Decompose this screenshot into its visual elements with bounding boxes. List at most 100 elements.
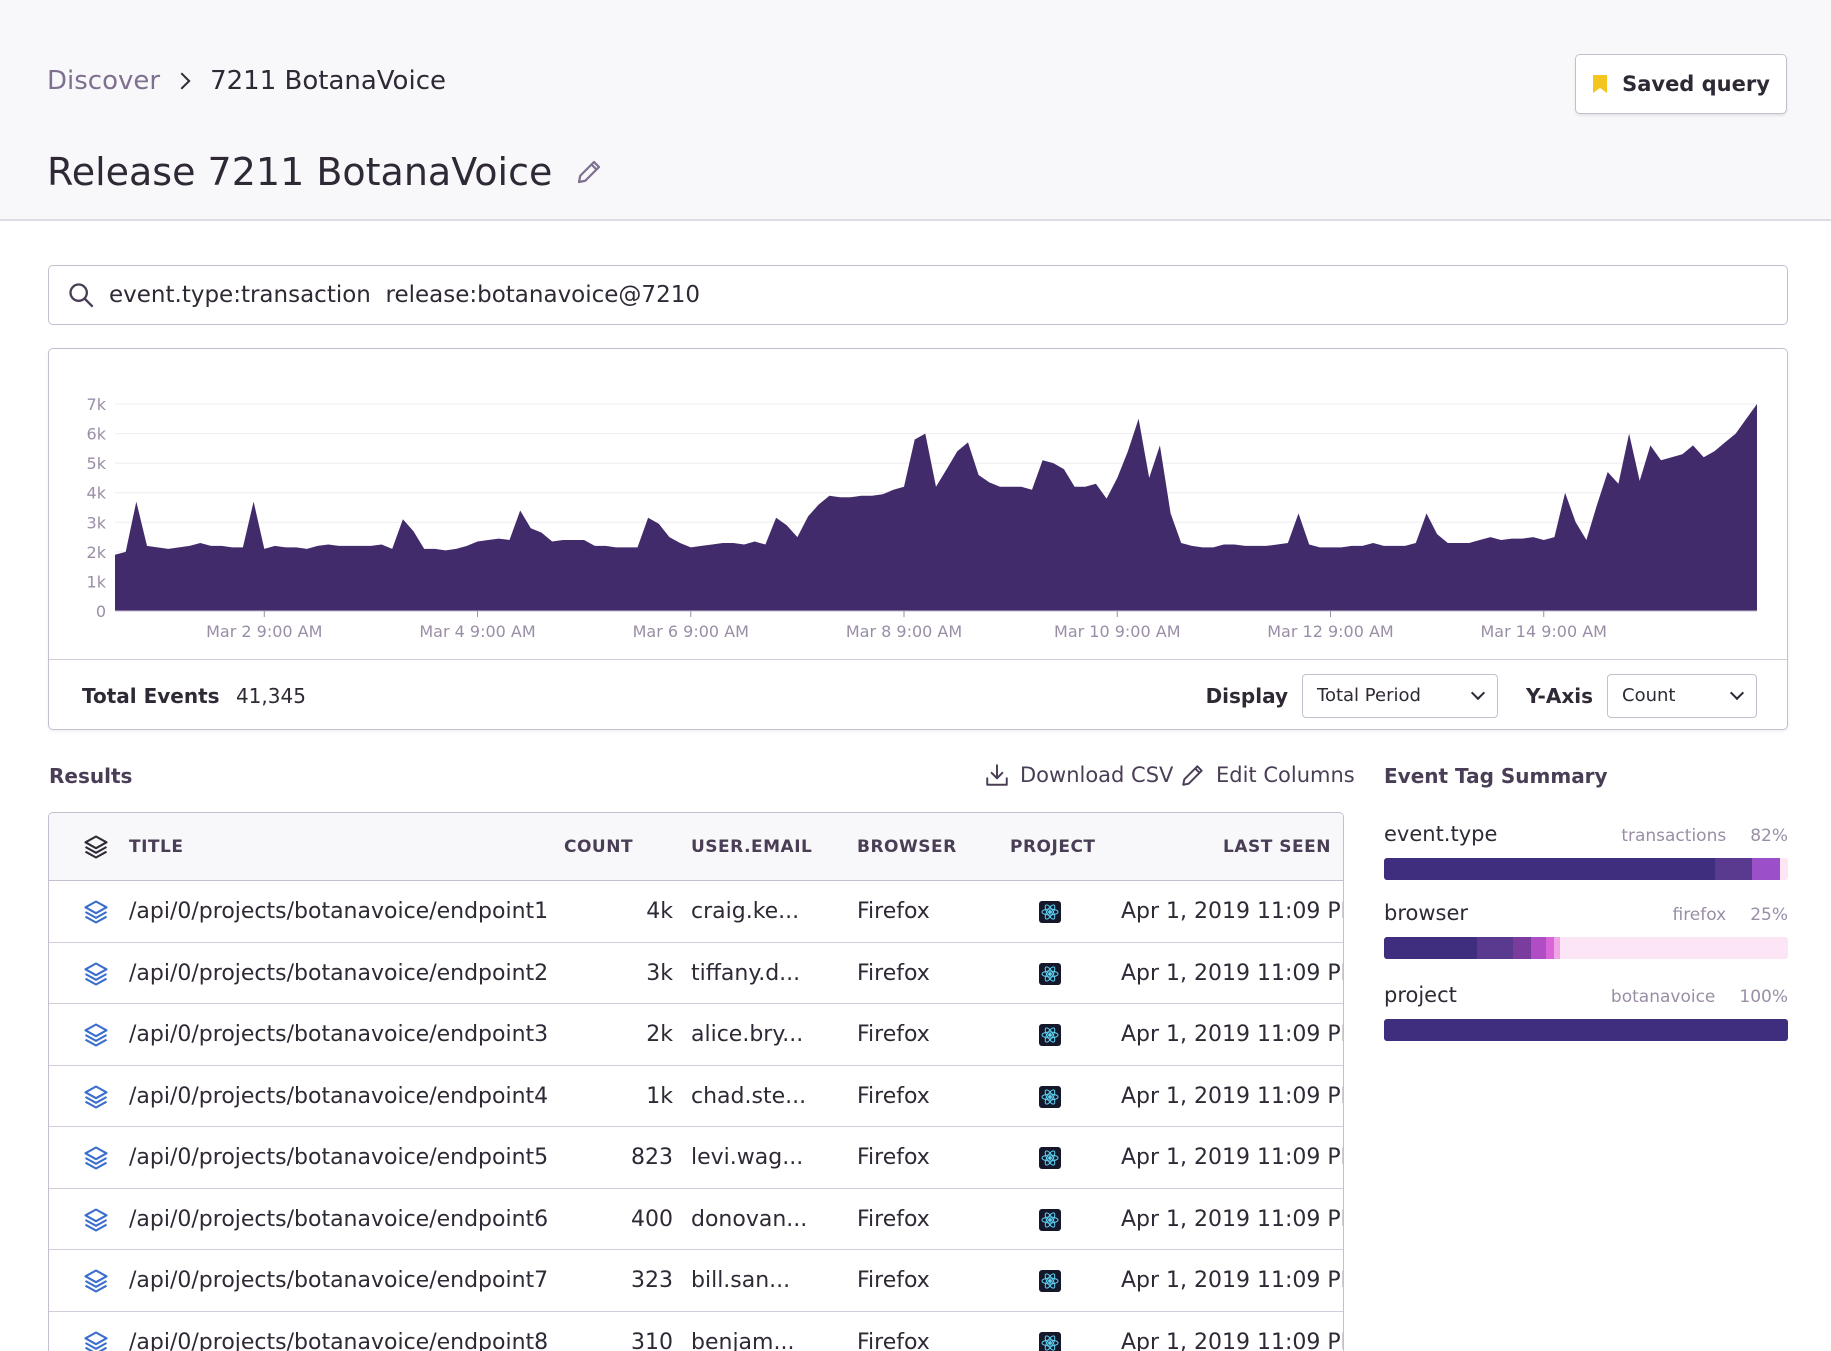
row-title-link[interactable]: /api/0/projects/botanavoice/endpoint5 <box>129 1145 549 1170</box>
x-tick-label: Mar 2 9:00 AM <box>206 622 322 641</box>
tag-key: project <box>1384 983 1457 1007</box>
pencil-icon <box>1182 765 1203 786</box>
row-last-seen: Apr 1, 2019 11:09 PM <box>1121 1145 1344 1170</box>
row-user-email: donovan... <box>691 1206 808 1232</box>
y-tick-label: 1k <box>87 572 107 591</box>
tag-distribution-bar[interactable] <box>1384 858 1788 880</box>
row-last-seen: Apr 1, 2019 11:09 PM <box>1121 1083 1344 1109</box>
column-header-browser[interactable]: BROWSER <box>857 837 957 857</box>
search-icon <box>69 283 94 308</box>
tag-head: browser firefox 25% <box>1384 901 1788 925</box>
row-count: 400 <box>631 1206 673 1232</box>
chart-area-series[interactable] <box>115 404 1757 611</box>
chart-controls: Display Total Period Y-Axis Count <box>1206 673 1787 718</box>
row-browser: Firefox <box>857 1329 930 1351</box>
tag-bar-segment[interactable] <box>1384 858 1716 880</box>
tag-distribution-bar[interactable] <box>1384 1019 1788 1041</box>
table-body: /api/0/projects/botanavoice/endpoint1 4k c… <box>49 881 1343 1351</box>
x-tick-label: Mar 10 9:00 AM <box>1054 622 1180 641</box>
row-title-link[interactable]: /api/0/projects/botanavoice/endpoint6 <box>129 1206 549 1232</box>
chevron-down-icon <box>1729 685 1745 701</box>
tag-event-type: event.type transactions 82% <box>1384 822 1788 880</box>
table-row[interactable]: /api/0/projects/botanavoice/endpoint4 1k c… <box>49 1066 1344 1127</box>
results-table: TITLE COUNT USER.EMAIL BROWSER PROJECT L… <box>48 812 1344 1351</box>
breadcrumb-current: 7211 BotanaVoice <box>210 66 446 96</box>
tag-bar-segment[interactable] <box>1384 937 1477 959</box>
tag-bar-segment[interactable] <box>1476 937 1514 959</box>
yaxis-select[interactable]: Count <box>1607 673 1757 718</box>
tag-key: event.type <box>1384 822 1498 846</box>
tag-project: project botanavoice 100% <box>1384 983 1788 1041</box>
tag-top-value: firefox <box>1672 905 1727 925</box>
table-row[interactable]: /api/0/projects/botanavoice/endpoint7 323… <box>49 1250 1343 1312</box>
react-project-icon <box>1039 1208 1061 1231</box>
tag-bar-segment[interactable] <box>1384 1019 1788 1041</box>
pencil-icon[interactable] <box>574 157 604 187</box>
row-browser: Firefox <box>857 1268 930 1293</box>
row-title-link[interactable]: /api/0/projects/botanavoice/endpoint4 <box>129 1083 549 1109</box>
row-count: 1k <box>646 1083 673 1109</box>
tag-bar-segment[interactable] <box>1553 937 1560 959</box>
y-tick-label: 3k <box>87 513 107 532</box>
table-header: TITLE COUNT USER.EMAIL BROWSER PROJECT L… <box>49 813 1343 881</box>
download-csv-label: Download CSV <box>1020 763 1174 787</box>
total-events-value: 41,345 <box>235 683 306 708</box>
page-title-wrap: Release 7211 BotanaVoice <box>47 150 604 194</box>
edit-columns-button[interactable]: Edit Columns <box>1180 762 1355 788</box>
tag-bar-segment[interactable] <box>1513 937 1532 959</box>
tag-bar-segment[interactable] <box>1715 858 1752 880</box>
tag-head: event.type transactions 82% <box>1384 822 1788 846</box>
page-title: Release 7211 BotanaVoice <box>47 150 553 194</box>
x-tick-label: Mar 6 9:00 AM <box>633 622 749 641</box>
download-csv-button[interactable]: Download CSV <box>984 762 1173 788</box>
total-events-label: Total Events <box>82 683 220 708</box>
table-row[interactable]: /api/0/projects/botanavoice/endpoint3 2k a… <box>49 1004 1343 1066</box>
tag-distribution-bar[interactable] <box>1384 937 1788 959</box>
tag-key: browser <box>1384 901 1469 925</box>
tag-bar-segment[interactable] <box>1751 858 1780 880</box>
column-header-project[interactable]: PROJECT <box>1010 837 1096 857</box>
edit-columns-label: Edit Columns <box>1216 763 1355 787</box>
stack-icon <box>84 900 108 924</box>
row-count: 823 <box>631 1145 673 1170</box>
row-browser: Firefox <box>857 899 930 924</box>
react-project-icon <box>1039 1147 1061 1169</box>
y-tick-label: 5k <box>87 454 107 473</box>
tag-top-percent: 82% <box>1750 826 1788 846</box>
row-count: 2k <box>646 1022 673 1047</box>
row-last-seen: Apr 1, 2019 11:09 PM <box>1121 1022 1344 1047</box>
row-count: 4k <box>646 899 673 924</box>
stack-icon <box>84 835 108 859</box>
row-browser: Firefox <box>857 960 930 986</box>
row-count: 323 <box>631 1268 673 1293</box>
row-title-link[interactable]: /api/0/projects/botanavoice/endpoint2 <box>129 960 549 986</box>
column-header-last-seen[interactable]: LAST SEEN <box>1223 837 1331 857</box>
download-icon <box>986 764 1008 786</box>
column-header-count[interactable]: COUNT <box>564 837 634 857</box>
table-row[interactable]: /api/0/projects/botanavoice/endpoint1 4k c… <box>49 881 1343 943</box>
y-tick-label: 6k <box>87 425 107 444</box>
stack-icon <box>84 1023 108 1047</box>
breadcrumb-discover-link[interactable]: Discover <box>47 66 161 96</box>
table-row[interactable]: /api/0/projects/botanavoice/endpoint5 823… <box>49 1127 1343 1189</box>
search-input[interactable] <box>109 282 1709 308</box>
column-header-title[interactable]: TITLE <box>129 837 184 857</box>
tag-bar-segment[interactable] <box>1545 937 1554 959</box>
events-chart: 0 1k 2k 3k 4k 5k 6k 7k Mar 2 9:00 AM Mar 4 9:00 A… <box>87 395 1757 641</box>
row-title-link[interactable]: /api/0/projects/botanavoice/endpoint8 <box>129 1329 549 1351</box>
table-row[interactable]: /api/0/projects/botanavoice/endpoint6 400… <box>49 1189 1343 1250</box>
saved-query-button[interactable]: Saved query <box>1575 54 1787 114</box>
display-select[interactable]: Total Period <box>1302 673 1499 718</box>
row-title-link[interactable]: /api/0/projects/botanavoice/endpoint7 <box>129 1268 549 1293</box>
table-row[interactable]: /api/0/projects/botanavoice/endpoint8 310… <box>49 1312 1343 1351</box>
y-tick-label: 0 <box>96 602 106 621</box>
row-title-link[interactable]: /api/0/projects/botanavoice/endpoint1 <box>129 899 549 924</box>
column-header-user-email[interactable]: USER.EMAIL <box>691 837 813 857</box>
tag-top-value: transactions <box>1621 826 1727 846</box>
table-row[interactable]: /api/0/projects/botanavoice/endpoint2 3k t… <box>49 943 1343 1004</box>
tag-bar-segment[interactable] <box>1531 937 1546 959</box>
row-title-link[interactable]: /api/0/projects/botanavoice/endpoint3 <box>129 1022 549 1047</box>
stack-icon <box>84 1269 108 1293</box>
row-browser: Firefox <box>857 1206 930 1232</box>
tag-top-percent: 100% <box>1739 987 1788 1007</box>
